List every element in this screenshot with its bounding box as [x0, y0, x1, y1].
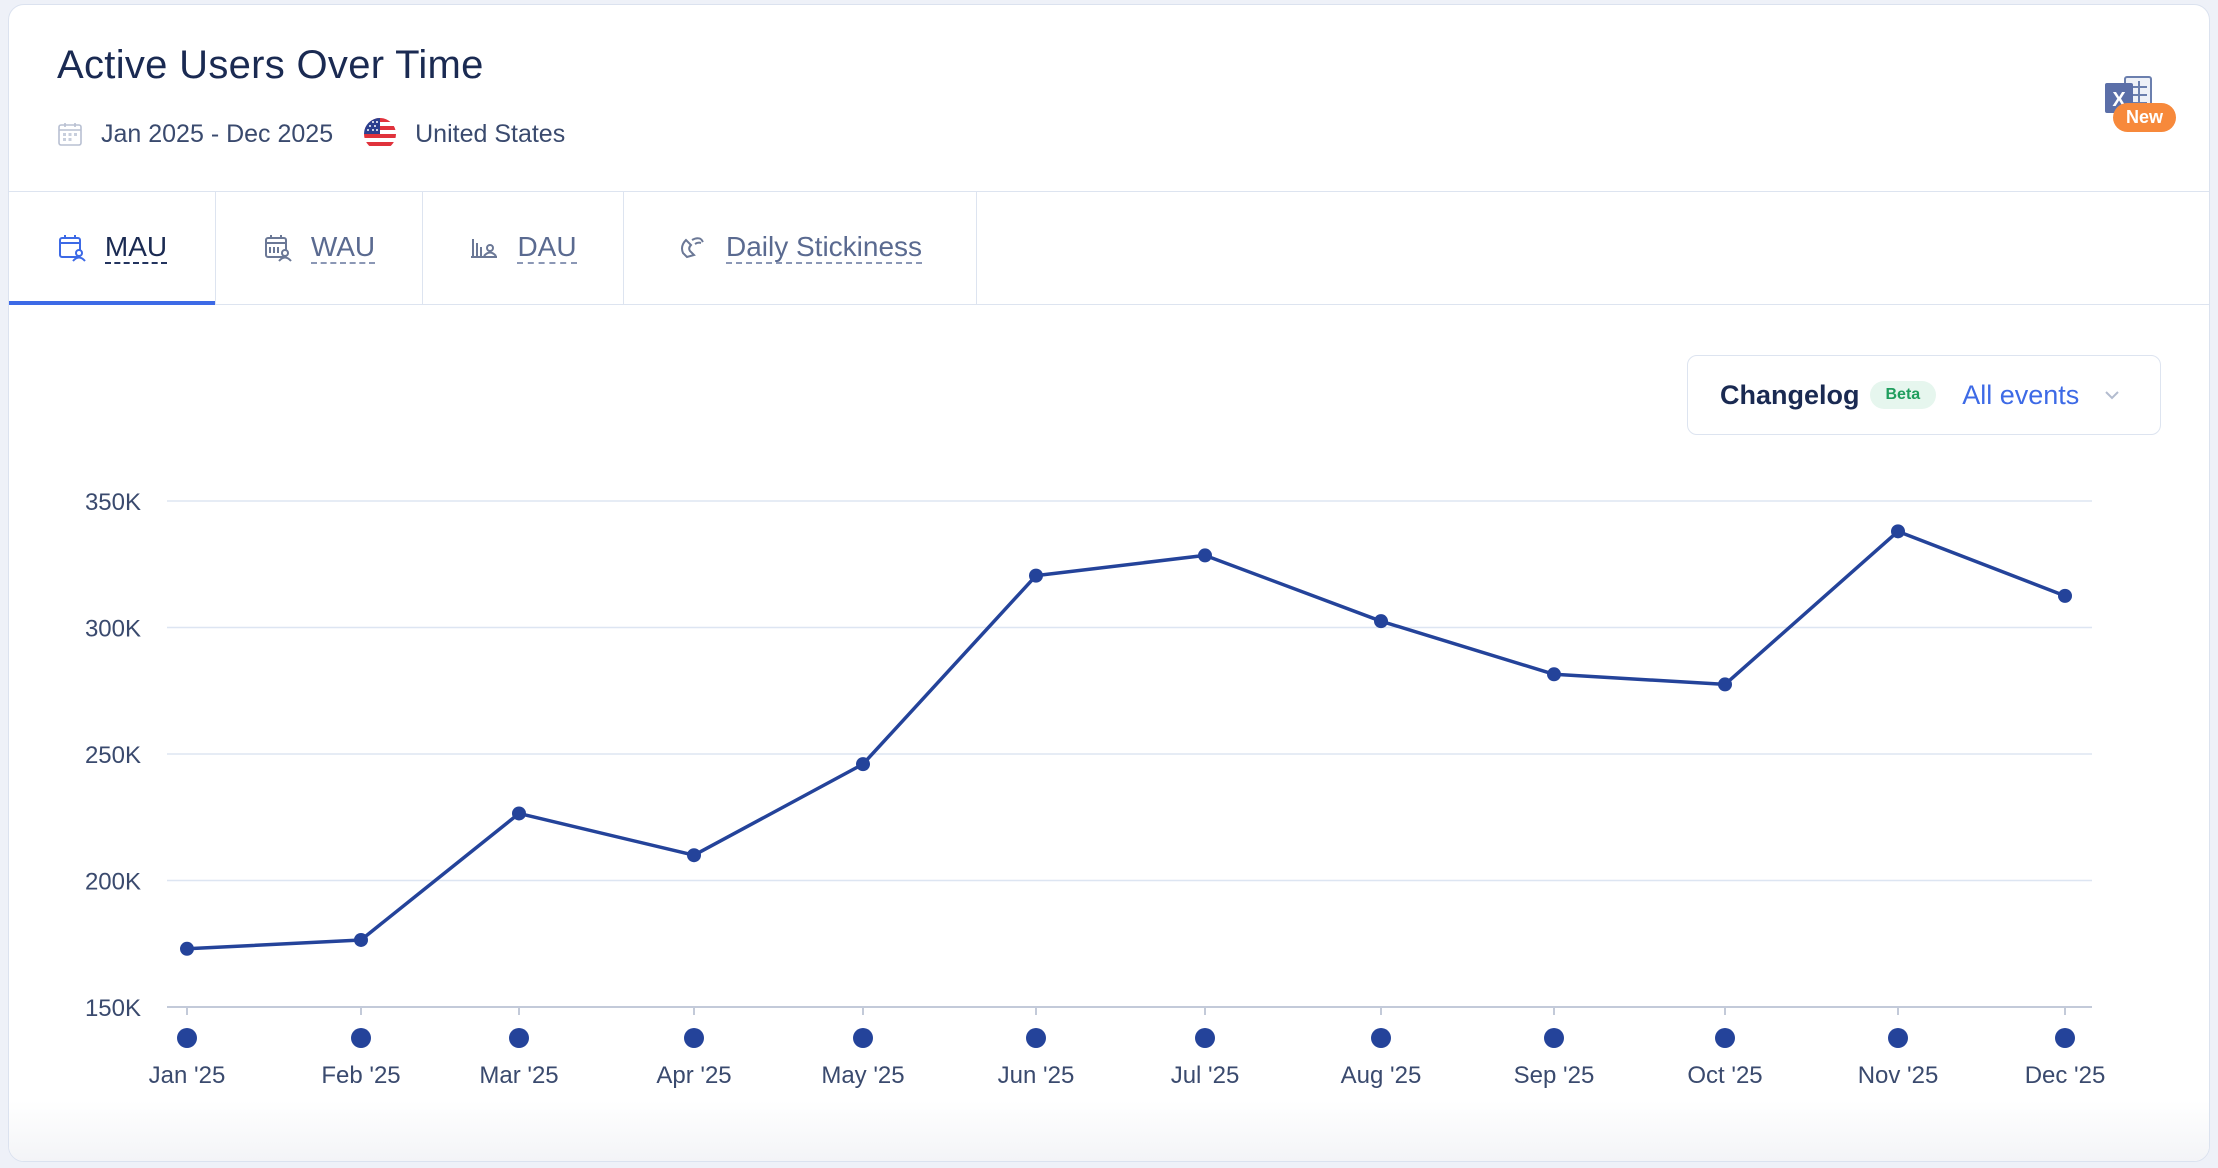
x-tick-label: May '25 — [821, 1062, 904, 1089]
x-axis-marker — [853, 1028, 873, 1048]
filter-summary: Jan 2025 - Dec 2025 United States — [57, 117, 595, 151]
tab-daily-stickiness-label: Daily Stickiness — [725, 231, 923, 264]
calendar-icon — [58, 123, 82, 146]
series-line-mau — [186, 529, 2066, 951]
date-range-label: Jan 2025 - Dec 2025 — [101, 119, 334, 148]
data-point — [1374, 614, 1388, 629]
page-title: Active Users Over Time — [57, 43, 484, 87]
data-point — [856, 757, 870, 772]
x-axis-marker — [1715, 1028, 1735, 1048]
x-axis-marker — [509, 1028, 529, 1048]
tab-daily-stickiness[interactable]: Daily Stickiness — [624, 192, 977, 304]
us-flag-icon — [364, 118, 397, 150]
calendar-user-icon — [58, 235, 86, 262]
x-axis-marker — [1026, 1028, 1046, 1048]
x-axis-marker — [1195, 1028, 1215, 1048]
active-users-card: Active Users Over Time Jan 2025 - Dec 20… — [8, 4, 2210, 1162]
x-tick-label: Apr '25 — [656, 1062, 731, 1089]
x-tick-label: Oct '25 — [1687, 1062, 1762, 1089]
x-axis-marker — [2055, 1028, 2075, 1048]
changelog-selected-value: All events — [1962, 379, 2080, 410]
y-tick-label: 300K — [85, 616, 141, 643]
x-axis-marker — [1888, 1028, 1908, 1048]
beta-badge: Beta — [1869, 381, 1937, 409]
calendar-week-icon — [264, 235, 292, 262]
data-point — [1029, 568, 1043, 583]
x-tick-label: Jun '25 — [998, 1062, 1075, 1089]
data-point — [512, 806, 526, 821]
metric-tabs: MAU WAU DAU — [9, 192, 2209, 305]
tab-wau-label: WAU — [310, 231, 376, 264]
x-axis-marker — [351, 1028, 371, 1048]
tab-dau[interactable]: DAU — [423, 192, 624, 304]
date-range[interactable]: Jan 2025 - Dec 2025 — [57, 120, 333, 149]
data-point — [180, 941, 194, 956]
new-badge: New — [2113, 103, 2177, 132]
bottom-fade — [9, 1101, 2209, 1161]
data-point — [1718, 677, 1732, 692]
x-tick-label: Jul '25 — [1171, 1062, 1240, 1089]
data-point — [1198, 548, 1212, 563]
tab-wau[interactable]: WAU — [216, 192, 423, 304]
x-tick-label: Jan '25 — [149, 1062, 226, 1089]
y-tick-label: 350K — [85, 489, 141, 516]
tab-mau[interactable]: MAU — [9, 192, 216, 305]
x-tick-label: Dec '25 — [2025, 1062, 2106, 1089]
country-filter[interactable]: United States — [363, 117, 565, 151]
x-axis-marker — [177, 1028, 197, 1048]
chevron-down-icon — [2105, 391, 2119, 400]
tab-dau-label: DAU — [517, 231, 577, 264]
mau-line-chart: 150K 200K 250K 300K 350K Jan '25 Feb '25 Mar '2… — [85, 489, 2106, 1089]
y-tick-label: 200K — [85, 869, 141, 896]
y-tick-label: 150K — [85, 995, 141, 1022]
data-point — [2058, 588, 2072, 603]
tab-mau-label: MAU — [104, 231, 168, 264]
data-point — [1547, 667, 1561, 682]
x-axis-marker — [1371, 1028, 1391, 1048]
data-point — [354, 932, 368, 947]
x-tick-label: Mar '25 — [479, 1062, 558, 1089]
y-tick-label: 250K — [85, 742, 141, 769]
x-tick-label: Sep '25 — [1514, 1062, 1595, 1089]
data-point — [687, 848, 701, 863]
x-axis-marker — [684, 1028, 704, 1048]
data-point — [1891, 524, 1905, 539]
bar-user-icon — [471, 239, 498, 258]
x-tick-label: Nov '25 — [1858, 1062, 1939, 1089]
export-excel-button[interactable]: X New — [2095, 73, 2181, 137]
changelog-label: Changelog — [1720, 379, 1860, 410]
magnet-icon — [680, 237, 704, 259]
changelog-dropdown[interactable]: Changelog Beta All events — [1687, 355, 2161, 435]
x-tick-label: Feb '25 — [321, 1062, 400, 1089]
country-label: United States — [415, 119, 566, 148]
x-axis-marker — [1544, 1028, 1564, 1048]
x-tick-label: Aug '25 — [1341, 1062, 1422, 1089]
card-header: Active Users Over Time Jan 2025 - Dec 20… — [9, 5, 2209, 192]
